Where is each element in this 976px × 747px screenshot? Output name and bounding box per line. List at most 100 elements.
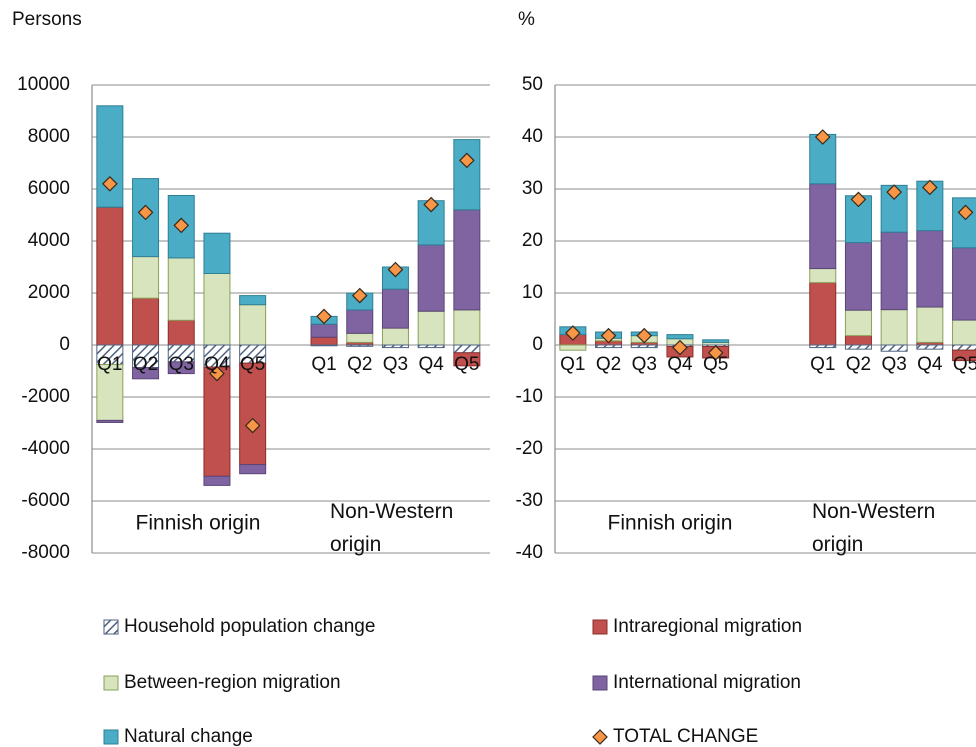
legend-label: Between-region migration <box>124 672 341 693</box>
total-marker <box>565 325 581 341</box>
bar-segment <box>346 332 374 343</box>
total-marker <box>244 417 261 434</box>
bar-segment <box>132 297 160 346</box>
bar-segment <box>239 295 267 306</box>
x-tick-label: Q5 <box>454 354 479 375</box>
bar-segment <box>880 344 908 352</box>
bar-segment <box>203 366 231 477</box>
bar-segment <box>381 288 409 329</box>
bar-segment <box>844 335 872 346</box>
bar-segment <box>167 257 195 321</box>
bar-segment <box>952 344 976 351</box>
total-marker <box>672 339 688 356</box>
legend-swatch <box>103 675 119 691</box>
legend-swatch <box>592 675 608 691</box>
bar-segment <box>239 464 267 475</box>
y-tick-label: -40 <box>516 542 543 563</box>
bar-segment <box>916 230 944 308</box>
total-marker <box>886 184 902 200</box>
x-tick-label: Q5 <box>240 354 265 375</box>
x-tick-label: Q5 <box>703 354 728 375</box>
group-label-line: Non-Western <box>812 500 935 523</box>
x-tick-label: Q3 <box>881 354 906 375</box>
bar-segment <box>880 231 908 311</box>
bar-segment <box>132 367 160 380</box>
group-label-line: origin <box>330 533 381 556</box>
group-label: Non-Western origin <box>812 500 935 556</box>
bar-segment <box>417 310 445 346</box>
legend-label: TOTAL CHANGE <box>613 726 758 747</box>
bar-segment <box>952 247 976 321</box>
total-marker <box>922 179 938 196</box>
total-marker <box>814 129 831 145</box>
total-marker <box>209 365 225 382</box>
group-label-line: origin <box>812 533 863 556</box>
x-tick-label: Q1 <box>97 354 122 375</box>
x-tick-label: Q2 <box>846 354 871 375</box>
y-tick-label: 20 <box>522 230 543 251</box>
bar-segment <box>809 183 837 270</box>
bar-segment <box>381 327 409 346</box>
bar-segment <box>346 309 374 334</box>
y-tick-label: -2000 <box>21 386 70 407</box>
legend-swatch <box>103 619 119 635</box>
bar-segment <box>630 344 658 349</box>
bar-segment <box>916 306 944 343</box>
x-tick-label: Q4 <box>917 354 943 375</box>
x-tick-label: Q2 <box>347 354 372 375</box>
bar-segment <box>453 209 481 311</box>
bar-segment <box>310 323 338 338</box>
total-marker <box>459 152 475 169</box>
bar-segment <box>203 232 231 274</box>
bar-segment <box>417 244 445 312</box>
bar-segment <box>844 242 872 311</box>
bar-segment <box>952 349 976 362</box>
bar-segment <box>809 282 837 346</box>
bar-segment <box>96 419 124 423</box>
bar-segment <box>952 197 976 249</box>
y-tick-label: -30 <box>516 490 543 511</box>
bar-segment <box>809 268 837 284</box>
y-tick-label: -4000 <box>21 438 70 459</box>
bar-segment <box>167 361 195 375</box>
y-tick-label: -8000 <box>21 542 70 563</box>
total-marker <box>137 204 154 221</box>
y-tick-label: -20 <box>516 438 543 459</box>
total-marker <box>316 308 332 325</box>
legend-swatch <box>592 619 608 635</box>
bar-segment <box>702 339 730 343</box>
group-label: Non-Western origin <box>330 500 453 556</box>
group-label: Finnish origin <box>608 512 733 535</box>
bar-segment <box>239 362 267 466</box>
legend-swatch <box>103 729 119 745</box>
y-tick-label: 30 <box>522 178 543 199</box>
x-tick-label: Q3 <box>383 354 408 375</box>
bar-segment <box>310 336 338 346</box>
legend-label: Natural change <box>124 726 253 747</box>
bar-segment <box>453 344 481 354</box>
axis-unit-label: Persons <box>12 9 82 30</box>
bar-segment <box>916 344 944 350</box>
group-label-line: Non-Western <box>330 500 453 523</box>
bar-segment <box>880 309 908 346</box>
x-tick-label: Q1 <box>810 354 835 375</box>
bar-segment <box>453 352 481 367</box>
y-tick-label: 50 <box>522 74 543 95</box>
legend-label: Household population change <box>124 616 375 637</box>
bar-segment <box>203 475 231 486</box>
bar-segment <box>844 344 872 350</box>
x-tick-label: Q3 <box>169 354 194 375</box>
bar-segment <box>666 334 694 340</box>
total-marker <box>850 191 867 208</box>
total-marker <box>636 327 653 344</box>
y-tick-label: 0 <box>59 334 70 355</box>
bar-segment <box>559 344 587 351</box>
y-tick-label: 4000 <box>28 230 70 251</box>
x-tick-label: Q2 <box>596 354 621 375</box>
x-tick-label: Q5 <box>953 354 976 375</box>
y-tick-label: 40 <box>522 126 543 147</box>
total-marker <box>707 344 724 361</box>
bar-segment <box>167 319 195 346</box>
legend-swatch <box>592 729 608 745</box>
